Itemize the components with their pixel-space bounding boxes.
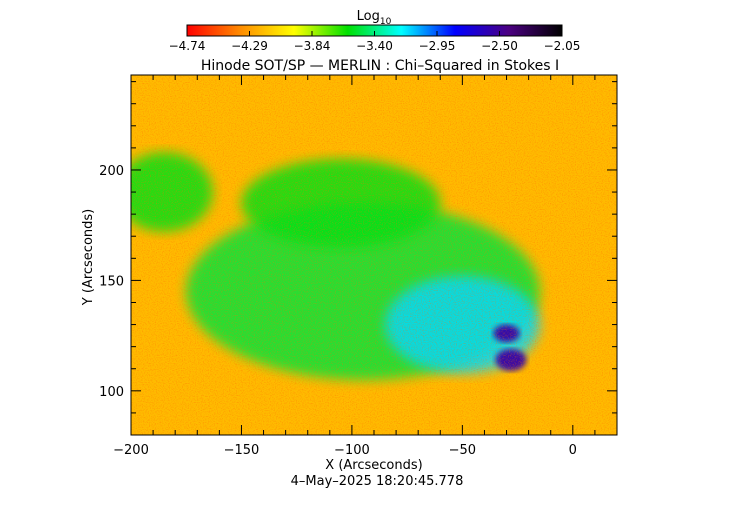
colorbar-tick-label: −4.74 (169, 39, 206, 53)
y-tick-label: 150 (99, 274, 124, 289)
y-axis-ticks: 100 150 200 (99, 81, 617, 414)
timestamp: 4–May–2025 18:20:45.778 (291, 474, 464, 489)
y-axis-label: Y (Arcseconds) (81, 209, 96, 306)
colorbar-tick-label: −3.40 (356, 39, 393, 53)
heatmap-texture (131, 75, 617, 435)
x-tick-label: −50 (449, 443, 476, 458)
chart-title: Hinode SOT/SP — MERLIN : Chi–Squared in … (201, 58, 559, 74)
colorbar-tick-label: −2.50 (481, 39, 518, 53)
heatmap-image (131, 75, 617, 435)
colorbar-tick-label: −2.95 (419, 39, 456, 53)
x-tick-label: −200 (113, 443, 149, 458)
colorbar-ticks: −4.74 −4.29 −3.84 −3.40 −2.95 −2.50 −2.05 (169, 31, 581, 53)
x-tick-label: 0 (569, 443, 577, 458)
y-tick-label: 200 (99, 164, 124, 179)
x-tick-label: −150 (224, 443, 260, 458)
colorbar-label-base: Log (357, 9, 380, 24)
x-tick-label: −100 (334, 443, 370, 458)
colorbar-label: Log10 (357, 9, 392, 27)
colorbar-tick-label: −2.05 (544, 39, 581, 53)
colorbar-tick-label: −3.84 (294, 39, 331, 53)
y-tick-label: 100 (99, 385, 124, 400)
x-axis-ticks: −200 −150 −100 −50 0 (113, 75, 618, 458)
colorbar-label-sub: 10 (380, 17, 392, 27)
colorbar-tick-label: −4.29 (231, 39, 268, 53)
x-axis-label: X (Arcseconds) (325, 458, 422, 473)
